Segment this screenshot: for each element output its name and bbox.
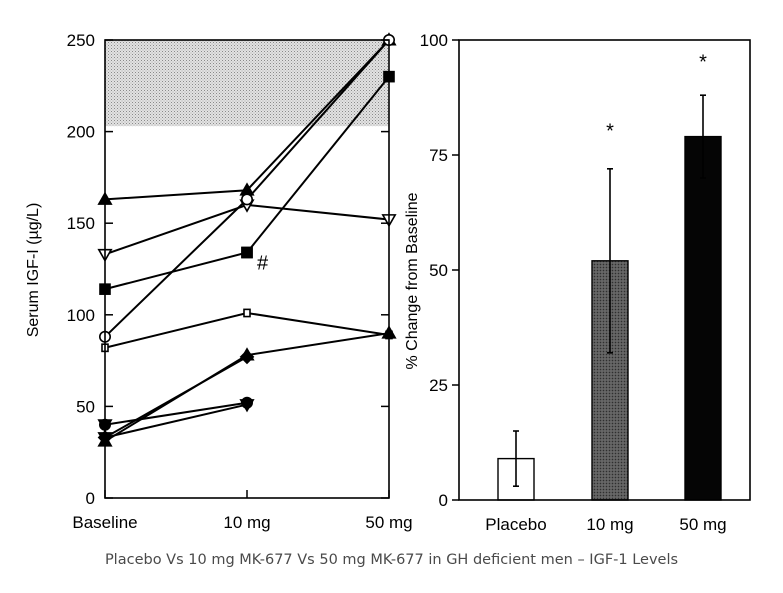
igf1-line-panel: 0 50 100 150 200 250 Baseline 10 mg 50 mg # Seru… bbox=[25, 31, 413, 532]
left-y-tick-label: 50 bbox=[76, 397, 95, 416]
series-line bbox=[104, 403, 248, 439]
series-line bbox=[246, 76, 390, 254]
series-line bbox=[104, 401, 248, 426]
significance-asterisk: * bbox=[606, 120, 614, 142]
left-y-tick-label: 250 bbox=[67, 31, 95, 50]
series-line bbox=[104, 251, 248, 291]
right-y-axis-title: % Change from Baseline bbox=[404, 192, 421, 369]
left-y-axis-title: Serum IGF-I (µg/L) bbox=[25, 203, 42, 338]
figure-caption: Placebo Vs 10 mg MK-677 Vs 50 mg MK-677 … bbox=[104, 552, 679, 568]
circle-marker bbox=[241, 396, 254, 409]
series-line bbox=[104, 356, 248, 439]
right-x-tick-label: 10 mg bbox=[586, 515, 633, 534]
series-line bbox=[104, 311, 390, 349]
right-y-tick-label: 0 bbox=[439, 491, 448, 510]
left-y-tick-label: 0 bbox=[86, 489, 95, 508]
right-x-tick-label: 50 mg bbox=[679, 515, 726, 534]
right-y-tick-label: 50 bbox=[429, 261, 448, 280]
square-marker bbox=[241, 246, 253, 259]
significance-asterisk: * bbox=[699, 51, 707, 73]
square-marker bbox=[243, 308, 251, 318]
right-y-tick-label: 75 bbox=[429, 146, 448, 165]
percent-change-bar-panel: 0 25 50 75 100 Placebo 10 mg 50 mg * * % Change … bbox=[404, 31, 751, 534]
left-x-tick-label: Baseline bbox=[72, 513, 137, 532]
significance-hash: # bbox=[257, 253, 269, 275]
right-x-tick-label: Placebo bbox=[485, 515, 546, 534]
left-x-tick-label: 50 mg bbox=[365, 513, 412, 532]
bar-50-mg bbox=[684, 135, 722, 501]
left-x-tick-label: 10 mg bbox=[223, 513, 270, 532]
diamond-marker bbox=[239, 349, 255, 365]
right-plot-frame bbox=[458, 39, 751, 501]
left-plot-frame bbox=[104, 39, 390, 499]
normal-range-band bbox=[105, 40, 389, 127]
left-y-tick-label: 150 bbox=[67, 214, 95, 233]
left-y-tick-label: 100 bbox=[67, 306, 95, 325]
circle-marker bbox=[241, 193, 254, 206]
left-y-tick-label: 200 bbox=[67, 123, 95, 142]
right-y-tick-label: 25 bbox=[429, 376, 448, 395]
right-y-tick-label: 100 bbox=[420, 31, 448, 50]
